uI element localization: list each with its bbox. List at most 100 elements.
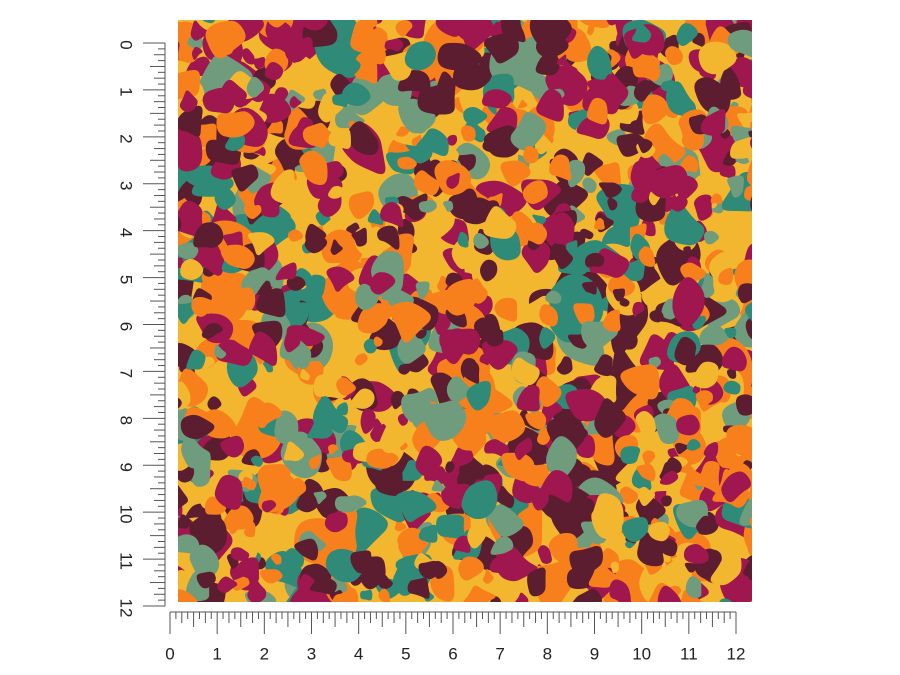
camo-blob [196, 571, 216, 589]
vertical-ruler-label: 6 [117, 322, 136, 331]
camo-blob [683, 246, 692, 256]
camo-blob [535, 376, 562, 407]
camo-blob [638, 246, 656, 267]
camo-blob [298, 20, 329, 31]
camo-blob [721, 471, 752, 503]
horizontal-ruler-label: 11 [680, 644, 698, 663]
camo-blob [215, 339, 253, 366]
camo-blob [205, 21, 233, 56]
camo-blob [566, 74, 578, 87]
camo-blob [377, 20, 383, 21]
vertical-ruler-label: 11 [117, 552, 136, 570]
camo-blob [593, 217, 605, 230]
camo-blob [676, 414, 700, 436]
horizontal-ruler-label: 6 [448, 644, 457, 663]
camo-blob [726, 20, 739, 22]
camo-blob [635, 411, 656, 441]
camo-blob [639, 334, 675, 370]
camo-blob [336, 377, 356, 396]
vertical-ruler-label: 8 [117, 416, 136, 425]
camo-blob [380, 202, 404, 228]
camo-blob [479, 259, 498, 282]
camo-blob [423, 248, 441, 264]
vertical-ruler-label: 10 [117, 505, 136, 524]
vertical-ruler-label: 9 [117, 463, 136, 472]
camo-blob [545, 290, 562, 304]
camo-blob [193, 222, 224, 248]
camo-blob [321, 229, 363, 264]
camo-blob [619, 298, 630, 307]
camo-blob [217, 576, 238, 593]
camo-blob [348, 121, 379, 156]
camo-blob [747, 565, 752, 581]
camo-blob [189, 544, 220, 580]
camo-blob [511, 357, 540, 386]
camo-blob [636, 463, 655, 478]
camo-blob [283, 548, 305, 568]
camo-blob [240, 476, 257, 491]
camo-blob [253, 402, 282, 428]
camo-blob [672, 277, 705, 327]
camo-blob [482, 568, 494, 584]
camo-blob [299, 150, 328, 186]
camo-blob [484, 32, 519, 64]
camo-blob [594, 354, 613, 377]
camo-blob [363, 20, 374, 21]
camo-blob [180, 414, 215, 440]
camo-blob [598, 182, 622, 198]
camo-blob [446, 134, 458, 146]
vertical-ruler-label: 5 [117, 275, 136, 284]
camo-blob [261, 215, 284, 233]
camo-blob [600, 73, 620, 92]
camo-blob [178, 403, 179, 406]
camo-blob [744, 185, 752, 201]
camo-blob [715, 437, 752, 469]
camo-blob [750, 121, 752, 130]
camo-blob [414, 119, 426, 134]
camo-blob [750, 493, 752, 499]
camo-blob [366, 448, 399, 469]
camo-blob [309, 572, 337, 595]
camo-blob [231, 287, 256, 311]
camo-blob [328, 444, 339, 455]
camo-blob [463, 585, 496, 602]
camo-blob [618, 328, 638, 350]
camo-blob [647, 165, 688, 198]
camo-blob [222, 505, 254, 530]
camo-blob [696, 515, 714, 535]
camo-blob [178, 44, 197, 60]
camo-blob [384, 38, 404, 52]
camo-blob [632, 61, 661, 82]
camo-blob [315, 210, 331, 226]
camo-blob [745, 317, 752, 340]
camo-blob [370, 6, 380, 17]
camo-blob [214, 474, 243, 510]
camo-blob [546, 436, 577, 480]
camo-blob [373, 336, 383, 347]
camo-blob [246, 76, 264, 98]
camo-blob [587, 77, 604, 93]
camo-blob [500, 160, 531, 187]
camo-blob [343, 56, 361, 76]
camo-blob [461, 480, 498, 520]
camo-blob [328, 185, 346, 199]
camo-blob [304, 228, 328, 254]
camo-blob [350, 550, 372, 574]
camo-blob [699, 324, 730, 346]
camo-blob [539, 304, 559, 327]
camo-blob [606, 20, 622, 26]
camo-blob [565, 388, 607, 422]
horizontal-ruler-label: 2 [260, 644, 269, 663]
camo-blob [658, 153, 674, 168]
camo-blob [632, 301, 645, 317]
camo-blob [692, 361, 719, 389]
camo-blob [191, 296, 216, 317]
camo-blob [180, 258, 204, 280]
camo-blob [178, 302, 196, 324]
camo-blob [415, 281, 430, 300]
camo-blob [659, 470, 679, 485]
camo-blob [265, 20, 291, 43]
camo-blob [749, 517, 752, 529]
camo-blob [556, 356, 573, 375]
